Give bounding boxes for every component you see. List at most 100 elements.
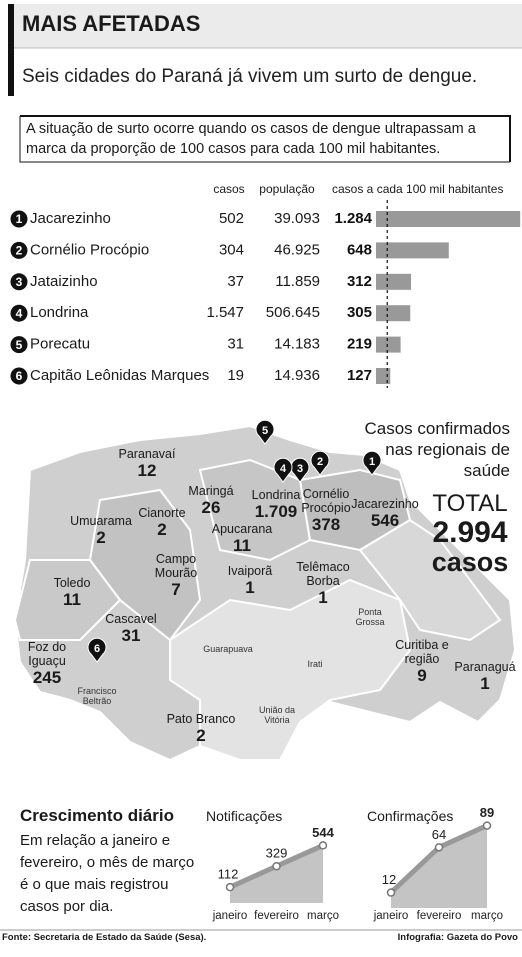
region-cases: 2 bbox=[157, 520, 167, 539]
rate-label: 127 bbox=[347, 367, 372, 384]
x-tick-label: janeiro bbox=[212, 910, 248, 922]
region-cases: 1 bbox=[318, 588, 328, 607]
pin-number: 1 bbox=[369, 456, 375, 468]
region-name: Foz do Iguaçu bbox=[27, 640, 67, 668]
source: Fonte: Secretaria de Estado da Saúde (Se… bbox=[2, 932, 207, 943]
region-label: Pato Branco 2 bbox=[161, 712, 241, 745]
region-cases: 26 bbox=[201, 498, 221, 517]
region-cases: 1.709 bbox=[254, 502, 298, 521]
pin bbox=[273, 457, 293, 483]
city-name: Londrina bbox=[30, 304, 89, 321]
region-cases: 1 bbox=[245, 578, 255, 597]
point bbox=[386, 888, 396, 897]
region-cases: 11 bbox=[233, 536, 251, 555]
region-name: Londrina bbox=[251, 488, 301, 502]
region-label: Telêmaco Borba 1 bbox=[293, 560, 353, 607]
region-label: Jacarezinho 546 bbox=[348, 497, 423, 530]
region-label: Londrina 1.709 bbox=[246, 488, 306, 521]
x-tick-label: março bbox=[307, 910, 339, 922]
total-label: TOTAL bbox=[432, 490, 508, 517]
column-header: casos a cada 100 mil habitantes bbox=[332, 182, 504, 196]
rank-badge bbox=[10, 273, 28, 291]
value-label: 329 bbox=[266, 846, 288, 861]
region-name: Cianorte bbox=[138, 506, 186, 520]
rank-badge bbox=[10, 367, 28, 385]
region-name: Cornélio Procópio bbox=[301, 487, 351, 515]
note: A situação de surto ocorre quando os cas… bbox=[26, 121, 476, 157]
bar bbox=[376, 211, 521, 227]
region-cases: 31 bbox=[121, 626, 141, 645]
city-name: Capitão Leônidas Marques bbox=[30, 367, 209, 384]
rank-badge bbox=[10, 336, 28, 354]
column-header: casos bbox=[213, 182, 245, 196]
value-label: 12 bbox=[382, 872, 396, 887]
region-name: Jacarezinho bbox=[351, 497, 419, 511]
area bbox=[391, 825, 487, 908]
rank-badge bbox=[10, 241, 28, 259]
pin-number: 6 bbox=[94, 643, 100, 655]
region-cases: 546 bbox=[370, 511, 400, 530]
region-cases: 7 bbox=[171, 580, 181, 599]
bar bbox=[376, 273, 412, 290]
value-label: 64 bbox=[432, 827, 446, 842]
region-name: Maringá bbox=[188, 484, 234, 498]
total-unit: casos bbox=[431, 547, 509, 577]
rate-label: 1.284 bbox=[334, 210, 372, 227]
note-frame bbox=[20, 115, 511, 162]
region-cases: 9 bbox=[417, 666, 427, 685]
x-tick-label: fevereiro bbox=[417, 910, 462, 922]
population: 39.093 bbox=[274, 210, 320, 227]
cases: 37 bbox=[227, 273, 244, 290]
pin-number: 4 bbox=[280, 463, 287, 475]
map bbox=[13, 424, 517, 762]
cases: 1.547 bbox=[206, 304, 244, 321]
column-header: população bbox=[259, 182, 315, 196]
region-label: Cascavel 31 bbox=[101, 612, 161, 645]
place-name: União da Vitória bbox=[258, 705, 296, 725]
map-title: Casos confirmados nas regionais de saúde bbox=[364, 419, 510, 480]
growth-text: Em relação a janeiro e fevereiro, o mês … bbox=[20, 832, 195, 915]
cases: 502 bbox=[219, 210, 244, 227]
x-tick-label: janeiro bbox=[373, 910, 409, 922]
region-name: Ivaiporã bbox=[227, 564, 273, 578]
region-cases: 2 bbox=[196, 726, 206, 745]
point bbox=[434, 843, 444, 852]
rank-number: 6 bbox=[16, 369, 23, 383]
region-shape bbox=[169, 578, 412, 761]
region-name: Campo Mourão bbox=[154, 552, 198, 580]
city-name: Porecatu bbox=[30, 336, 90, 353]
bar bbox=[376, 305, 411, 322]
rate-label: 219 bbox=[347, 336, 372, 353]
chart-title: Notificações bbox=[206, 808, 283, 824]
rank-badge bbox=[10, 210, 28, 228]
pin-number: 5 bbox=[262, 425, 268, 437]
region-name: Paranavaí bbox=[118, 447, 176, 461]
region-shape bbox=[13, 559, 122, 641]
place-name: Guarapuava bbox=[203, 644, 253, 654]
region-cases: 245 bbox=[32, 668, 62, 687]
region-label: Ivaiporã 1 bbox=[220, 564, 280, 597]
title: MAIS AFETADAS bbox=[22, 11, 201, 36]
population: 14.936 bbox=[274, 367, 320, 384]
accent-bar bbox=[8, 4, 14, 96]
rank-badge bbox=[10, 304, 28, 322]
rate-label: 305 bbox=[347, 304, 372, 321]
region-label: Foz do Iguaçu 245 bbox=[25, 640, 70, 687]
population: 506.645 bbox=[266, 304, 320, 321]
pin-number: 3 bbox=[297, 463, 303, 475]
rank-number: 2 bbox=[16, 244, 23, 258]
city-name: Cornélio Procópio bbox=[30, 241, 149, 258]
pin bbox=[310, 450, 330, 476]
region-name: Pato Branco bbox=[166, 712, 236, 726]
pin bbox=[255, 419, 275, 445]
region-name: Toledo bbox=[53, 576, 91, 590]
cases: 304 bbox=[219, 241, 244, 258]
x-tick-label: fevereiro bbox=[254, 910, 299, 922]
region-name: Cascavel bbox=[105, 612, 157, 626]
region-cases: 1 bbox=[480, 674, 490, 693]
region-name: Telêmaco Borba bbox=[296, 560, 350, 588]
rank-number: 1 bbox=[16, 212, 23, 226]
rate-label: 648 bbox=[347, 241, 372, 258]
